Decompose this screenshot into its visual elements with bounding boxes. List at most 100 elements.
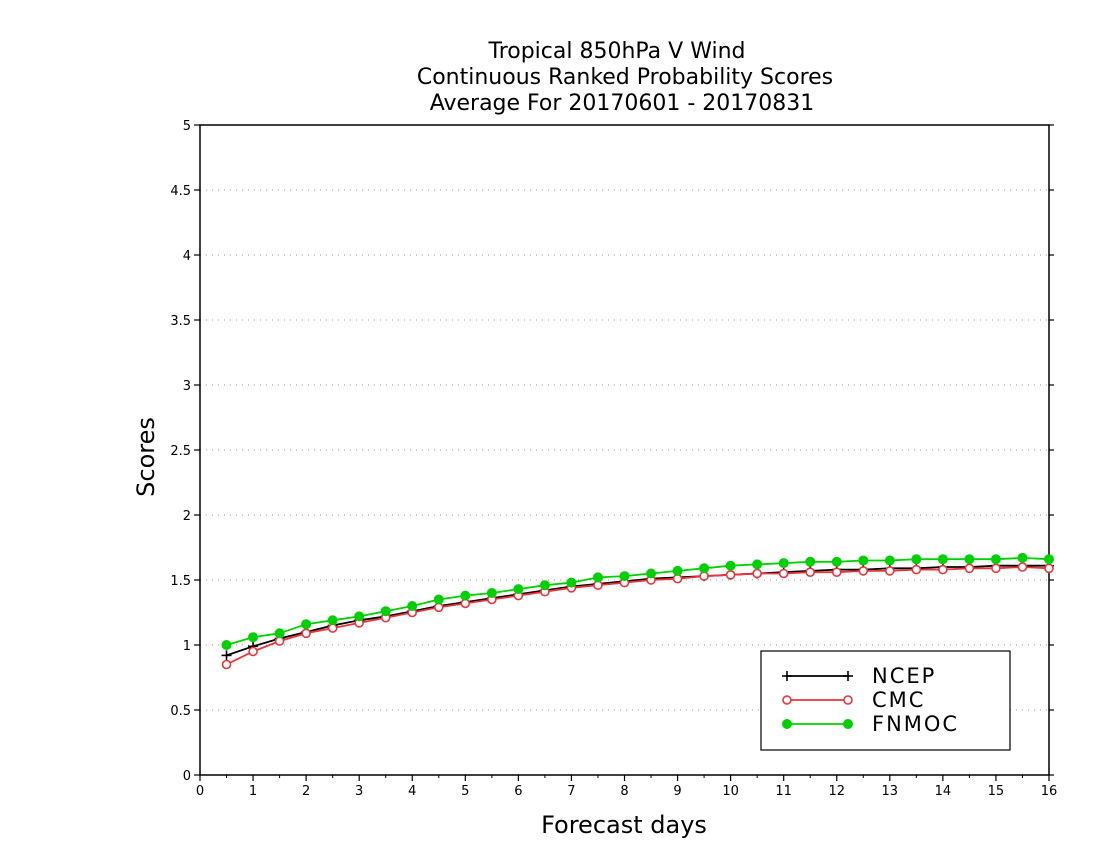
y-tick-label: 0 — [183, 769, 191, 784]
data-point-fnmoc — [782, 719, 792, 729]
data-point-cmc — [778, 568, 789, 579]
x-tick-label: 6 — [514, 784, 522, 799]
data-point-fnmoc — [301, 619, 312, 630]
data-point-cmc — [460, 598, 471, 609]
data-point-cmc — [805, 567, 816, 578]
y-tick-label: 3 — [183, 379, 191, 394]
data-point-fnmoc — [566, 577, 577, 588]
legend-label: NCEP — [872, 664, 936, 688]
x-tick-label: 9 — [673, 784, 681, 799]
x-tick-label: 16 — [1041, 784, 1058, 799]
legend-entry-ncep: NCEP — [782, 664, 936, 688]
data-point-cmc — [301, 628, 311, 639]
data-point-fnmoc — [274, 628, 285, 639]
data-point-cmc — [1017, 562, 1028, 572]
y-tick-label: 0.5 — [170, 704, 191, 719]
title-line-3: Average For 20170601 - 20170831 — [430, 91, 815, 116]
data-point-fnmoc — [1044, 554, 1054, 565]
x-tick-label: 10 — [722, 784, 739, 799]
x-axis: 0 1 2 3 4 5 6 7 8 9 10 11 12 13 14 15 16 — [196, 775, 1057, 799]
data-point-fnmoc — [858, 555, 869, 566]
y-tick-label: 3.5 — [170, 314, 191, 329]
data-point-fnmoc — [539, 580, 550, 591]
data-point-cmc — [752, 568, 762, 579]
data-point-cmc — [782, 695, 792, 705]
data-point-fnmoc — [778, 558, 789, 569]
data-point-fnmoc — [911, 554, 922, 565]
series-line-cmc — [226, 566, 1050, 666]
x-tick-label: 4 — [408, 784, 416, 799]
data-point-cmc — [843, 695, 853, 705]
data-point-fnmoc — [831, 556, 842, 567]
y-tick-label: 1.5 — [170, 574, 191, 589]
y-axis: 0 0.5 1 1.5 2 2.5 3 3.5 4 4.5 5 — [170, 119, 1054, 784]
y-tick-label: 2.5 — [170, 444, 191, 459]
data-point-fnmoc — [990, 554, 1001, 565]
data-point-cmc — [831, 567, 842, 578]
x-tick-label: 7 — [567, 784, 575, 799]
data-point-fnmoc — [513, 584, 524, 595]
title-line-2: Continuous Ranked Probability Scores — [417, 65, 833, 90]
data-point-fnmoc — [1017, 552, 1028, 563]
x-tick-label: 8 — [620, 784, 628, 799]
x-tick-label: 3 — [355, 784, 363, 799]
data-point-fnmoc — [619, 571, 630, 582]
data-point-cmc — [911, 564, 922, 575]
series-layer — [221, 552, 1054, 670]
legend-entry-fnmoc: FNMOC — [782, 712, 959, 736]
y-tick-label: 2 — [183, 509, 191, 524]
data-point-cmc — [964, 563, 975, 574]
legend-entry-cmc: CMC — [782, 688, 925, 712]
legend-label: FNMOC — [872, 712, 959, 736]
series-line-fnmoc — [226, 556, 1050, 646]
data-point-cmc — [858, 566, 869, 576]
x-tick-label: 2 — [302, 784, 310, 799]
data-point-cmc — [221, 659, 232, 670]
legend-label: CMC — [872, 688, 925, 712]
series-line-ncep — [226, 564, 1049, 657]
data-point-cmc — [938, 564, 948, 575]
x-tick-label: 13 — [882, 784, 899, 799]
x-tick-label: 12 — [828, 784, 845, 799]
x-tick-label: 15 — [988, 784, 1005, 799]
data-point-fnmoc — [592, 572, 603, 583]
data-point-fnmoc — [805, 556, 816, 567]
y-tick-label: 4 — [183, 249, 191, 264]
data-point-fnmoc — [843, 719, 853, 729]
y-axis-title: Scores — [132, 417, 160, 497]
data-point-fnmoc — [937, 554, 948, 565]
data-point-fnmoc — [752, 559, 763, 570]
grid-lines — [200, 189, 1049, 711]
title-line-1: Tropical 850hPa V Wind — [487, 39, 745, 64]
data-point-fnmoc — [327, 615, 338, 626]
y-tick-label: 5 — [183, 119, 191, 134]
x-tick-label: 14 — [935, 784, 952, 799]
data-point-fnmoc — [354, 611, 365, 622]
data-point-fnmoc — [380, 606, 391, 617]
series-fnmoc — [221, 552, 1054, 650]
x-tick-label: 5 — [461, 784, 469, 799]
data-point-fnmoc — [725, 560, 736, 571]
data-point-fnmoc — [407, 601, 418, 611]
y-tick-label: 1 — [183, 639, 191, 654]
data-point-fnmoc — [460, 590, 471, 601]
data-point-fnmoc — [221, 640, 232, 650]
x-tick-label: 0 — [196, 784, 204, 799]
data-point-cmc — [1044, 563, 1054, 574]
data-point-cmc — [725, 569, 736, 580]
x-axis-title: Forecast days — [541, 811, 707, 839]
chart-title: Tropical 850hPa V Wind Continuous Ranked… — [417, 39, 833, 116]
y-tick-label: 4.5 — [170, 184, 191, 199]
data-point-fnmoc — [486, 588, 497, 598]
x-tick-label: 1 — [249, 784, 257, 799]
data-point-fnmoc — [248, 632, 259, 643]
x-tick-label: 11 — [775, 784, 792, 799]
data-point-cmc — [885, 566, 895, 576]
data-point-fnmoc — [964, 554, 975, 565]
data-point-fnmoc — [433, 594, 444, 605]
data-point-fnmoc — [646, 568, 657, 579]
data-point-fnmoc — [699, 563, 710, 574]
data-point-fnmoc — [672, 565, 683, 576]
